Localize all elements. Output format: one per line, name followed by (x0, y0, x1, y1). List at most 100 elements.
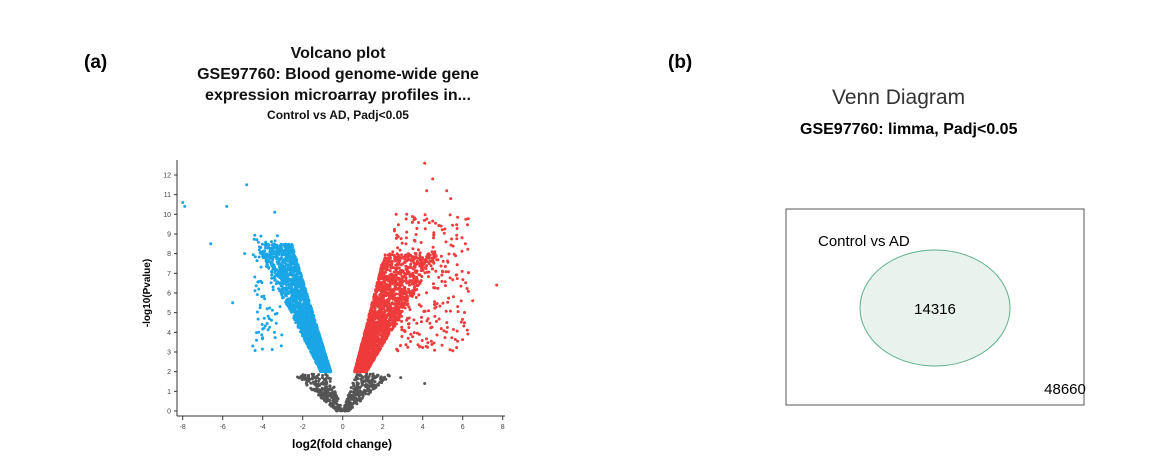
ns-point (325, 385, 329, 389)
down-point (290, 283, 294, 287)
ns-point (360, 381, 364, 385)
ns-point (371, 379, 375, 383)
down-point (296, 288, 300, 292)
down-point (286, 304, 290, 308)
up-point (388, 287, 392, 291)
down-point (309, 304, 312, 308)
down-point (306, 295, 310, 299)
volcano-title: Volcano plot (290, 45, 386, 62)
up-point (371, 346, 375, 350)
up-point (363, 348, 367, 352)
down-point (303, 304, 307, 308)
down-point (304, 294, 308, 298)
ns-point (314, 379, 318, 383)
ns-point (363, 388, 366, 392)
down-point (301, 281, 305, 285)
down-point (304, 318, 308, 322)
up-point (404, 343, 408, 347)
down-point (287, 282, 291, 286)
down-point (278, 244, 282, 248)
up-point (399, 278, 403, 282)
up-point (381, 297, 385, 301)
down-point (285, 258, 289, 262)
down-point (285, 292, 288, 296)
up-point (378, 293, 382, 297)
up-point (437, 275, 441, 279)
up-point (365, 365, 369, 369)
up-point (383, 259, 386, 262)
up-point (383, 290, 387, 294)
down-point (296, 281, 300, 285)
up-point (427, 256, 431, 260)
down-point (277, 281, 281, 285)
ns-point (329, 395, 333, 399)
down-point (311, 336, 315, 340)
ns-point (349, 386, 353, 390)
ns-point (362, 391, 366, 394)
down-point (280, 251, 284, 255)
down-point (297, 304, 301, 307)
up-point (401, 305, 405, 308)
up-point (401, 255, 405, 259)
up-point (396, 246, 400, 250)
ns-point (347, 396, 350, 400)
up-point (389, 277, 393, 281)
up-point (376, 325, 380, 329)
up-point (395, 297, 399, 301)
down-point (264, 256, 268, 260)
down-point (296, 318, 300, 322)
up-point (357, 369, 361, 373)
down-point (257, 248, 261, 252)
ns-point (305, 377, 309, 381)
up-point (383, 303, 386, 307)
up-point (385, 300, 389, 304)
up-point (385, 265, 389, 269)
up-point (413, 284, 417, 288)
down-point (291, 304, 295, 308)
down-point (293, 300, 297, 304)
ns-point (313, 375, 317, 379)
down-point (285, 278, 288, 282)
up-point (366, 324, 370, 328)
down-point (275, 246, 279, 250)
ns-point (311, 380, 315, 384)
up-point (388, 252, 392, 256)
down-point (317, 345, 321, 349)
up-point (372, 296, 376, 300)
ns-point (357, 373, 361, 377)
up-point (366, 322, 370, 326)
down-point (285, 245, 289, 249)
up-point (373, 322, 377, 326)
down-point (306, 322, 310, 326)
down-point (313, 326, 317, 330)
up-point (396, 312, 400, 316)
down-point (306, 297, 310, 301)
up-point (380, 304, 383, 308)
up-point (363, 369, 367, 373)
up-point (370, 342, 374, 346)
down-point (288, 298, 292, 302)
ns-point (349, 394, 352, 398)
ns-point (337, 408, 341, 412)
down-point (303, 288, 307, 292)
panel-label-b: (b) (668, 52, 693, 73)
up-point (398, 259, 402, 262)
up-point (384, 270, 387, 274)
ns-point (315, 388, 319, 392)
up-point (383, 253, 387, 257)
up-point (363, 334, 366, 338)
up-point (419, 279, 423, 283)
up-point (380, 337, 384, 341)
down-point (304, 302, 308, 306)
up-point (387, 307, 391, 311)
up-point (386, 312, 390, 316)
down-point (314, 323, 318, 327)
up-point (408, 275, 412, 278)
up-point (374, 293, 378, 297)
down-point (301, 313, 305, 317)
up-point (394, 257, 398, 261)
ns-point (328, 377, 332, 381)
up-point (421, 256, 424, 260)
up-point (396, 283, 399, 286)
